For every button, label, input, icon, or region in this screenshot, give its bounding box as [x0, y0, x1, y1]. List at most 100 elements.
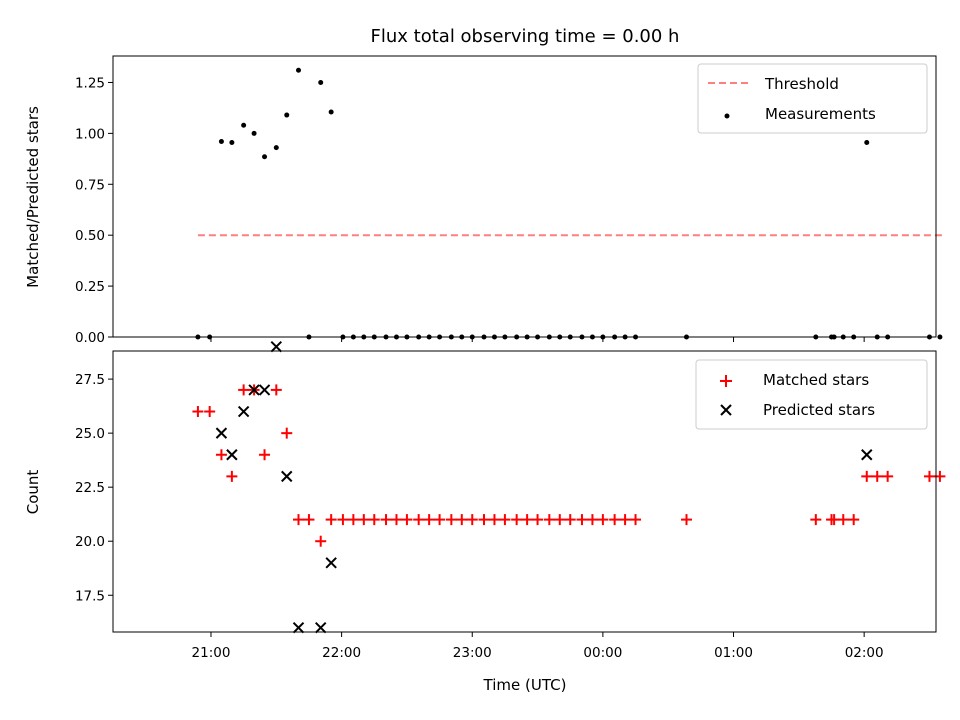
legend-measurements-swatch	[724, 113, 730, 119]
count-panel: 17.5 20.0 22.5 25.0 27.5 21:00 22:00 23:00 00:0…	[24, 340, 946, 661]
matched-stars-point	[466, 514, 478, 526]
matched-stars-point	[576, 514, 588, 526]
matched-stars-point	[554, 514, 566, 526]
measurement-point	[284, 112, 290, 118]
legend-measurements-label: Measurements	[765, 105, 876, 123]
matched-stars-point	[215, 449, 227, 461]
legend-predicted-swatch	[720, 404, 732, 416]
ratio-axes-frame	[112, 55, 937, 338]
count-y-tick-label: 17.5	[75, 588, 105, 604]
matched-stars-point	[680, 514, 692, 526]
measurement-point	[318, 79, 324, 85]
matched-stars-point	[192, 406, 204, 418]
x-axis-label: Time (UTC)	[483, 676, 567, 694]
predicted-stars-point	[226, 449, 238, 461]
predicted-stars-point	[292, 621, 305, 634]
ratio-y-axis-label: Matched/Predicted stars	[24, 106, 42, 288]
ratio-y-tick-label: 0.75	[75, 177, 105, 193]
count-legend-box	[695, 359, 928, 430]
matched-stars-point	[861, 470, 873, 482]
legend-matched-label: Matched stars	[763, 371, 869, 389]
ratio-legend-box	[697, 63, 928, 134]
matched-stars-point	[259, 449, 271, 461]
matched-stars-point	[837, 514, 849, 526]
x-tick-label: 00:00	[583, 645, 622, 661]
matched-stars-point	[347, 514, 359, 526]
count-y-tick-label: 20.0	[75, 534, 105, 550]
matched-stars-point	[293, 514, 305, 526]
ratio-y-tick-label: 0.50	[75, 228, 105, 244]
ratio-panel: 0.00 0.25 0.50 0.75 1.00 1.25 Matched/Predict…	[24, 55, 943, 346]
ratio-y-tick-label: 1.25	[75, 75, 105, 91]
matched-stars-point	[238, 384, 250, 396]
measurement-point	[218, 139, 224, 145]
predicted-stars-point	[315, 621, 327, 634]
matched-stars-point	[882, 470, 894, 482]
matched-stars-point	[532, 514, 544, 526]
matched-stars-point	[303, 514, 315, 526]
predicted-stars-point	[215, 427, 228, 439]
ratio-y-tick-label: 0.00	[75, 330, 105, 346]
measurement-point	[273, 145, 279, 151]
count-y-axis-label: Count	[24, 470, 42, 515]
predicted-stars-point	[325, 557, 337, 569]
measurement-point	[296, 67, 302, 73]
predicted-stars-point	[248, 384, 260, 396]
matched-stars-point	[478, 514, 490, 526]
legend-matched-swatch	[720, 375, 732, 387]
matched-stars-point	[368, 514, 380, 526]
x-tick-label: 01:00	[714, 645, 753, 661]
matched-stars-point	[586, 514, 598, 526]
ratio-legend: Threshold Measurements	[697, 63, 928, 134]
matched-stars-point	[390, 514, 402, 526]
measurement-point	[328, 109, 334, 115]
legend-predicted-label: Predicted stars	[763, 401, 875, 419]
count-y-tick-label: 27.5	[75, 372, 105, 388]
matched-stars-point	[499, 514, 511, 526]
matched-stars-point	[564, 514, 576, 526]
x-tick-label: 22:00	[322, 645, 361, 661]
matched-stars-point	[511, 514, 523, 526]
matched-stars-point	[281, 427, 293, 439]
matched-stars-point	[619, 514, 631, 526]
matched-stars-point	[204, 406, 216, 418]
matched-stars-point	[521, 514, 533, 526]
matched-stars-point	[488, 514, 500, 526]
ratio-y-tick-label: 1.00	[75, 126, 105, 142]
measurement-point	[864, 140, 870, 146]
matched-stars-point	[630, 514, 642, 526]
predicted-stars-point	[861, 449, 873, 461]
measurement-point	[229, 140, 235, 146]
matched-stars-point	[270, 384, 282, 396]
matched-stars-point	[456, 514, 468, 526]
matched-stars-point	[609, 514, 621, 526]
measurement-point	[937, 334, 943, 340]
x-tick-label: 21:00	[192, 645, 231, 661]
matched-stars-point	[337, 514, 349, 526]
x-tick-label: 23:00	[453, 645, 492, 661]
matched-stars-point	[226, 470, 238, 482]
count-axes-frame	[112, 350, 937, 633]
matched-stars-point	[380, 514, 392, 526]
count-y-tick-label: 25.0	[75, 426, 105, 442]
count-y-tick-label: 22.5	[75, 480, 105, 496]
chart-title: Flux total observing time = 0.00 h	[371, 26, 680, 47]
measurement-point	[262, 154, 268, 160]
matched-stars-point	[315, 535, 327, 547]
predicted-stars-point	[258, 384, 271, 396]
predicted-stars-point	[281, 470, 293, 483]
matched-stars-point	[434, 514, 446, 526]
ratio-y-tick-label: 0.25	[75, 279, 105, 295]
matched-stars-point	[810, 514, 822, 526]
matched-stars-point	[358, 514, 370, 526]
x-tick-label: 02:00	[845, 645, 884, 661]
matched-stars-point	[543, 514, 555, 526]
matched-stars-point	[325, 514, 337, 526]
predicted-stars-point	[237, 405, 250, 418]
predicted-stars-point	[270, 340, 283, 353]
matched-stars-point	[401, 514, 413, 526]
matched-stars-point	[445, 514, 457, 526]
matched-stars-point	[923, 470, 935, 482]
matched-stars-point	[871, 470, 883, 482]
